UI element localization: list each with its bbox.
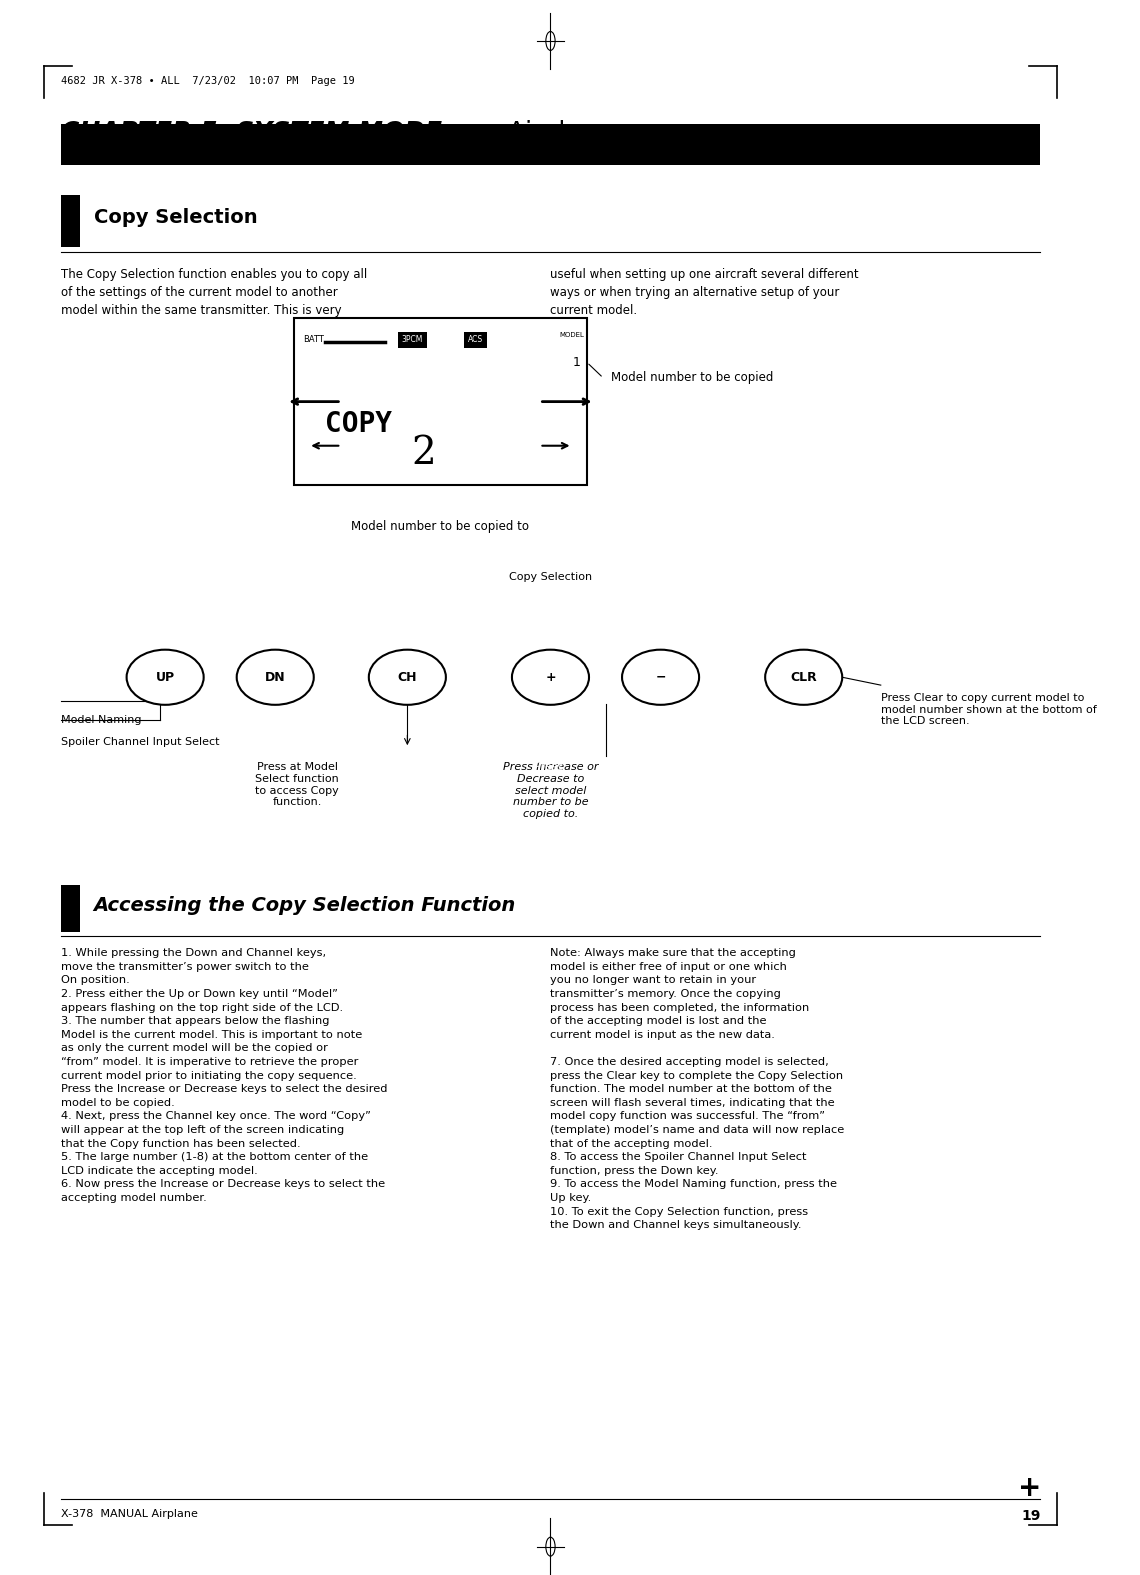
Text: DN: DN [264,671,285,684]
Ellipse shape [237,650,314,706]
Text: CLR: CLR [790,671,817,684]
Text: +: + [545,671,556,684]
Ellipse shape [512,650,589,706]
Text: The Copy Selection function enables you to copy all
of the settings of the curre: The Copy Selection function enables you … [60,268,367,317]
Text: ACS: ACS [467,335,483,345]
Text: ACS: ACS [467,335,483,345]
Text: Model number to be copied to: Model number to be copied to [351,520,529,532]
Text: Accessing the Copy Selection Function: Accessing the Copy Selection Function [93,896,515,915]
Text: 4682 JR X-378 • ALL  7/23/02  10:07 PM  Page 19: 4682 JR X-378 • ALL 7/23/02 10:07 PM Pag… [60,76,355,85]
Text: MODEL: MODEL [560,332,584,339]
Text: +: + [1018,1474,1041,1503]
Text: COPY: COPY [325,410,392,438]
Text: UP: UP [155,671,174,684]
FancyBboxPatch shape [294,318,587,485]
Text: Press at Model
Select function
to access Copy
function.: Press at Model Select function to access… [255,762,339,806]
Text: Model number to be copied: Model number to be copied [611,372,773,384]
Text: 3PCM: 3PCM [401,335,423,345]
Text: · Airplane: · Airplane [484,120,612,143]
Text: Press Clear to copy current model to
model number shown at the bottom of
the LCD: Press Clear to copy current model to mod… [881,693,1097,726]
FancyBboxPatch shape [60,124,1041,165]
Text: Note: Always make sure that the accepting
model is either free of input or one w: Note: Always make sure that the acceptin… [551,948,845,1230]
Ellipse shape [622,650,699,706]
Ellipse shape [369,650,446,706]
Text: Copy Selection: Copy Selection [93,208,258,227]
Text: −: − [656,671,666,684]
Text: Press Increase or
Decrease to
select model
number to be
copied to.: Press Increase or Decrease to select mod… [503,762,598,819]
Ellipse shape [765,650,842,706]
FancyBboxPatch shape [60,195,80,247]
Ellipse shape [127,650,204,706]
Text: Spoiler Channel Input Select: Spoiler Channel Input Select [60,737,219,747]
Text: CHAPTER 5: SYSTEM MODE: CHAPTER 5: SYSTEM MODE [60,120,441,143]
Text: 1: 1 [572,356,580,369]
Text: CH: CH [398,671,417,684]
Text: useful when setting up one aircraft several different
ways or when trying an alt: useful when setting up one aircraft seve… [551,268,860,317]
Text: Model Naming: Model Naming [60,715,141,725]
Text: 1. While pressing the Down and Channel keys,
move the transmitter’s power switch: 1. While pressing the Down and Channel k… [60,948,388,1203]
Text: BATT: BATT [303,335,324,345]
FancyBboxPatch shape [60,885,80,932]
Text: Copy Selection: Copy Selection [508,572,592,581]
Text: Press: Press [535,762,567,772]
Text: X-378  MANUAL Airplane: X-378 MANUAL Airplane [60,1509,197,1518]
Text: 2: 2 [412,436,437,472]
Text: 3PCM: 3PCM [401,335,423,345]
Text: 19: 19 [1021,1509,1041,1523]
